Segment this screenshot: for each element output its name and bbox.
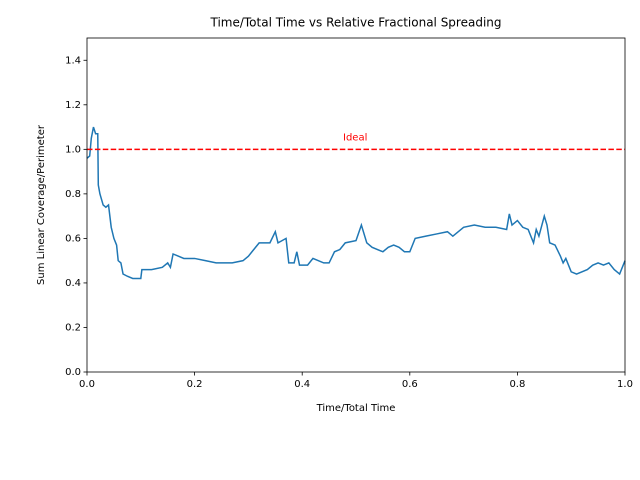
y-tick-label: 0.2 (65, 322, 81, 333)
axes-frame (86, 37, 626, 373)
chart-title: Time/Total Time vs Relative Fractional S… (209, 16, 501, 30)
x-tick-label: 0.4 (294, 379, 310, 390)
y-tick-label: 1.2 (65, 100, 81, 111)
x-tick-label: 0.8 (509, 379, 525, 390)
x-tick-label: 0.2 (187, 379, 203, 390)
x-tick-label: 1.0 (617, 379, 633, 390)
x-axis-label: Time/Total Time (316, 403, 396, 414)
x-tick-label: 0.0 (79, 379, 95, 390)
reference-label: Ideal (343, 132, 367, 143)
y-axis-label: Sum Linear Coverage/Perimeter (36, 124, 47, 285)
y-tick-label: 1.0 (65, 144, 81, 155)
y-tick-label: 0.0 (65, 367, 81, 378)
y-tick-label: 0.6 (65, 233, 81, 244)
x-tick-label: 0.6 (402, 379, 418, 390)
y-tick-label: 0.4 (65, 278, 81, 289)
y-tick-label: 1.4 (65, 55, 81, 66)
data-line (86, 126, 626, 280)
y-tick-label: 0.8 (65, 189, 81, 200)
